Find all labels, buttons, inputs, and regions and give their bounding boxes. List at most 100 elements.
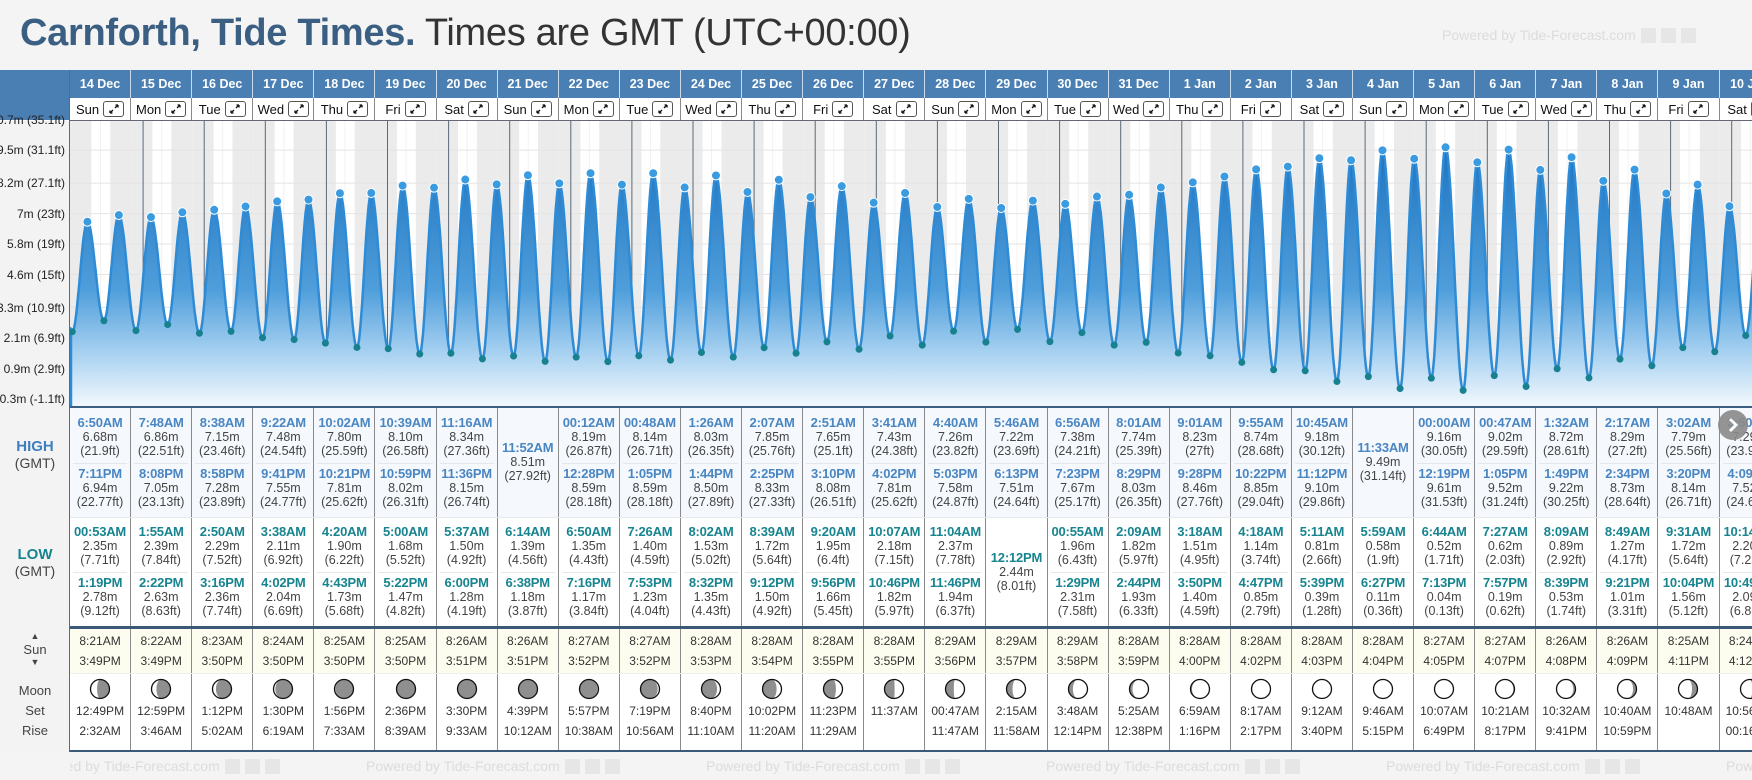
expand-day-button[interactable] bbox=[1750, 101, 1752, 117]
high-tide-entry: 00:12AM 8.19m (26.87ft) bbox=[562, 413, 616, 462]
expand-day-button[interactable] bbox=[1448, 101, 1470, 117]
high-tide-point bbox=[932, 201, 943, 212]
expand-icon bbox=[108, 104, 119, 114]
weekday-label: Mon bbox=[563, 101, 589, 117]
tide-height-ft: (6.37ft) bbox=[935, 604, 976, 618]
tide-height-ft: (27.76ft) bbox=[1176, 494, 1224, 509]
expand-day-button[interactable] bbox=[165, 101, 187, 117]
weekday-label: Mon bbox=[135, 101, 162, 117]
tide-height-ft: (29.86ft) bbox=[1298, 494, 1346, 509]
moon-cell: 10:56AM 00:16AM bbox=[1720, 674, 1752, 750]
moonrise-time: 2:17PM bbox=[1240, 724, 1282, 738]
moonset-time: 8:40PM bbox=[690, 704, 732, 718]
sunset-time: 4:12PM bbox=[1728, 654, 1752, 668]
high-tide-entry: 3:20PM 8.14m (26.71ft) bbox=[1661, 462, 1716, 513]
tide-height-ft: (0.36ft) bbox=[1363, 604, 1403, 618]
tide-height-m: 9.10m bbox=[1304, 480, 1340, 495]
weekday-label: Tue bbox=[1481, 101, 1504, 117]
high-tide-point bbox=[366, 188, 377, 199]
low-tide-cell: 5:59AM 0.58m (1.9ft) 6:27PM 0.11m (0.36ft) bbox=[1353, 518, 1415, 626]
expand-day-button[interactable] bbox=[832, 101, 854, 117]
date-header: 22 Dec bbox=[559, 70, 620, 98]
expand-day-button[interactable] bbox=[1202, 101, 1224, 117]
weekday-cell: Sat bbox=[864, 98, 926, 120]
expand-day-button[interactable] bbox=[1323, 101, 1345, 117]
tide-time: 1:44PM bbox=[688, 465, 734, 481]
high-tide-point bbox=[1346, 155, 1357, 166]
low-tide-entry: 12:12PM 2.44m (8.01ft) bbox=[989, 548, 1043, 597]
high-tide-point bbox=[1155, 182, 1166, 193]
sunset-time: 3:55PM bbox=[873, 654, 915, 668]
tide-height-m: 2.78m bbox=[82, 590, 118, 604]
tide-height-ft: (22.77ft) bbox=[76, 494, 124, 509]
expand-day-button[interactable] bbox=[1259, 101, 1281, 117]
date-header: 21 Dec bbox=[498, 70, 559, 98]
tide-time: 9:20AM bbox=[810, 524, 856, 539]
moonset-time: 4:39PM bbox=[507, 704, 549, 718]
high-tide-entry: 7:48AM 6.86m (22.51ft) bbox=[134, 413, 188, 462]
tide-height-m: 8.15m bbox=[449, 480, 484, 495]
tide-height-ft: (9.12ft) bbox=[80, 604, 120, 618]
weekday-cell: Tue bbox=[192, 98, 254, 120]
expand-day-button[interactable] bbox=[652, 101, 674, 117]
weekday-label: Fri bbox=[1668, 101, 1684, 117]
moon-cell: 2:15AM 11:58AM bbox=[986, 674, 1048, 750]
moonrise-time: 10:56AM bbox=[625, 724, 674, 738]
expand-day-button[interactable] bbox=[774, 101, 796, 117]
tide-height-m: 1.56m bbox=[1671, 590, 1706, 604]
tide-time: 12:28PM bbox=[563, 465, 615, 481]
high-tide-cell: 11:16AM 8.34m (27.36ft) 11:36PM 8.15m (26.74f… bbox=[437, 408, 498, 517]
high-tide-cell: 4:40AM 7.26m (23.82ft) 5:03PM 7.58m (24.87ft) bbox=[925, 408, 987, 517]
expand-day-button[interactable] bbox=[1507, 101, 1529, 117]
expand-icon bbox=[171, 104, 181, 114]
expand-day-button[interactable] bbox=[1386, 101, 1408, 117]
expand-day-button[interactable] bbox=[1020, 101, 1042, 117]
low-tide-point bbox=[100, 317, 108, 325]
expand-day-button[interactable] bbox=[404, 101, 426, 117]
expand-day-button[interactable] bbox=[103, 101, 125, 117]
expand-day-button[interactable] bbox=[895, 101, 917, 117]
scroll-right-button[interactable] bbox=[1718, 410, 1748, 440]
weekday-cell: Wed bbox=[1109, 98, 1170, 120]
expand-day-button[interactable] bbox=[592, 101, 614, 117]
moon-cell: 8:40PM 11:10AM bbox=[681, 674, 743, 750]
expand-day-button[interactable] bbox=[1571, 101, 1593, 117]
tide-height-ft: (26.35ft) bbox=[1115, 494, 1162, 509]
expand-day-button[interactable] bbox=[467, 101, 489, 117]
weekday-cell: Sun bbox=[70, 98, 132, 120]
date-header: 30 Dec bbox=[1048, 70, 1109, 98]
moon-cell: 00:47AM 11:47AM bbox=[925, 674, 987, 750]
moonset-time: 5:57PM bbox=[568, 704, 610, 718]
expand-day-button[interactable] bbox=[1687, 101, 1709, 117]
weekday-cell: Mon bbox=[559, 98, 620, 120]
low-tide-entry: 8:49AM 1.27m (4.17ft) bbox=[1600, 522, 1654, 571]
tide-height-ft: (1.28ft) bbox=[1302, 604, 1342, 618]
tide-height-ft: (31.53ft) bbox=[1420, 494, 1468, 509]
low-tide-point bbox=[950, 327, 958, 335]
weekday-label: Thu bbox=[1603, 101, 1627, 117]
weekday-cell: Fri bbox=[1231, 98, 1292, 120]
expand-day-button[interactable] bbox=[347, 101, 369, 117]
expand-day-button[interactable] bbox=[1143, 101, 1165, 117]
tide-time: 10:21PM bbox=[318, 465, 371, 481]
expand-day-button[interactable] bbox=[1630, 101, 1652, 117]
expand-icon bbox=[1265, 104, 1276, 114]
date-header: 6 Jan bbox=[1475, 70, 1537, 98]
high-tide-point bbox=[963, 193, 974, 204]
moon-cell: 9:46AM 5:15PM bbox=[1353, 674, 1415, 750]
high-tide-entry: 9:55AM 8.74m (28.68ft) bbox=[1234, 413, 1288, 462]
high-tide-cell: 3:02AM 7.79m (25.56ft) 3:20PM 8.14m (26.71ft) bbox=[1658, 408, 1720, 517]
expand-day-button[interactable] bbox=[288, 101, 310, 117]
weekday-cell: Tue bbox=[1475, 98, 1537, 120]
tide-height-m: 9.61m bbox=[1426, 480, 1462, 495]
expand-day-button[interactable] bbox=[715, 101, 737, 117]
tide-height-ft: (0.13ft) bbox=[1424, 604, 1464, 618]
expand-day-button[interactable] bbox=[530, 101, 552, 117]
expand-day-button[interactable] bbox=[1080, 101, 1101, 117]
tide-height-ft: (7.52ft) bbox=[202, 553, 243, 567]
expand-day-button[interactable] bbox=[958, 101, 980, 117]
expand-icon bbox=[1693, 104, 1703, 114]
logo-icon bbox=[1604, 758, 1620, 774]
expand-icon bbox=[1391, 104, 1402, 114]
expand-day-button[interactable] bbox=[224, 101, 246, 117]
